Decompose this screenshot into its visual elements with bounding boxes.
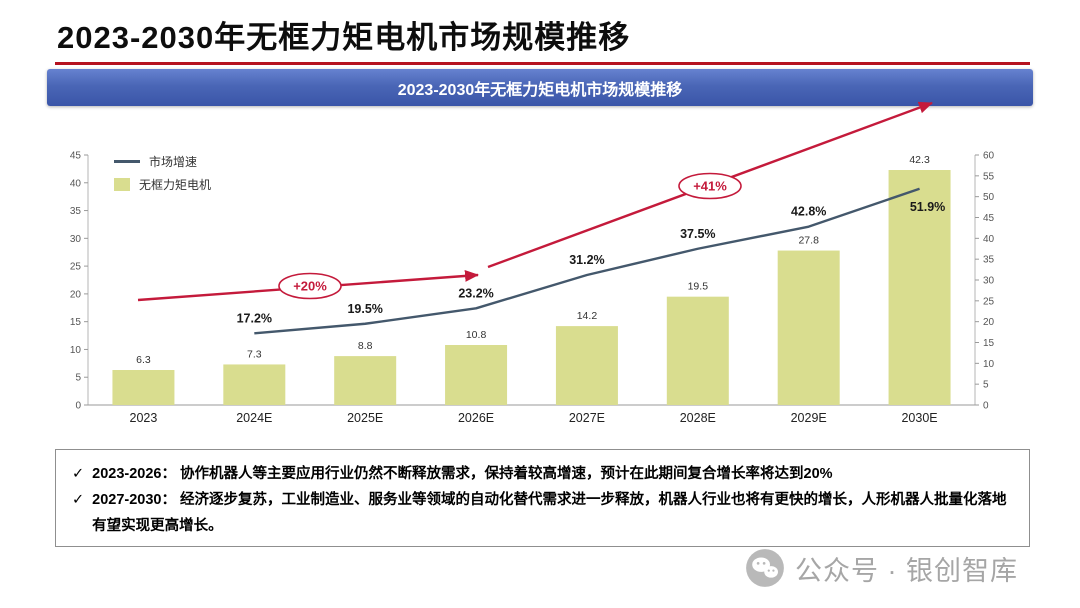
svg-text:6.3: 6.3 [136, 354, 151, 366]
svg-text:8.8: 8.8 [358, 340, 373, 352]
svg-text:2025E: 2025E [347, 411, 383, 425]
svg-text:30: 30 [983, 276, 995, 287]
svg-text:40: 40 [70, 178, 82, 189]
svg-text:20: 20 [983, 317, 995, 328]
banner-title: 2023-2030年无框力矩电机市场规模推移 [397, 81, 683, 99]
notes-panel: ✓ 2023-2026： 协作机器人等主要应用行业仍然不断释放需求，保持着较高增… [55, 449, 1030, 547]
svg-text:27.8: 27.8 [798, 235, 819, 247]
svg-text:10: 10 [983, 359, 995, 370]
svg-text:2026E: 2026E [458, 411, 494, 425]
svg-text:37.5%: 37.5% [680, 227, 715, 241]
legend-label-growth: 市场增速 [149, 155, 198, 169]
svg-text:+20%: +20% [293, 279, 327, 294]
svg-text:10: 10 [70, 345, 82, 356]
note-text: 2027-2030： 经济逐步复苏，工业制造业、服务业等领域的自动化替代需求进一… [92, 492, 1007, 535]
svg-text:45: 45 [983, 213, 995, 224]
page-title: 2023-2030年无框力矩电机市场规模推移 [57, 20, 631, 55]
section-banner: 2023-2030年无框力矩电机市场规模推移 [47, 69, 1033, 106]
check-icon: ✓ [72, 466, 85, 482]
note-item: ✓ 2023-2026： 协作机器人等主要应用行业仍然不断释放需求，保持着较高增… [72, 461, 1013, 487]
svg-text:10.8: 10.8 [466, 329, 487, 341]
svg-text:19.5: 19.5 [688, 281, 709, 293]
check-icon: ✓ [72, 492, 85, 509]
svg-text:35: 35 [983, 255, 995, 266]
watermark-text: 公众号 · 银创智库 [795, 555, 1018, 586]
svg-text:35: 35 [70, 206, 82, 217]
note-text: 2023-2026： 协作机器人等主要应用行业仍然不断释放需求，保持着较高增速，… [92, 466, 833, 482]
svg-text:40: 40 [983, 234, 995, 245]
svg-text:7.3: 7.3 [247, 348, 262, 360]
wechat-icon [746, 549, 784, 587]
svg-text:55: 55 [983, 171, 995, 182]
svg-text:2030E: 2030E [901, 411, 937, 425]
chart-legend: 市场增速 无框力矩电机 [114, 150, 211, 196]
bar-swatch [114, 178, 130, 191]
svg-text:17.2%: 17.2% [237, 311, 272, 325]
legend-item-growth: 市场增速 [114, 150, 211, 173]
svg-text:25: 25 [983, 296, 995, 307]
svg-text:+41%: +41% [693, 179, 727, 194]
svg-text:50: 50 [983, 192, 995, 203]
svg-text:20: 20 [70, 289, 82, 300]
title-underline [55, 62, 1030, 65]
svg-text:25: 25 [70, 262, 82, 273]
svg-text:5: 5 [983, 380, 989, 391]
svg-text:0: 0 [983, 401, 989, 412]
svg-text:30: 30 [70, 234, 82, 245]
watermark: 公众号 · 银创智库 [745, 548, 1018, 588]
svg-text:45: 45 [70, 151, 82, 162]
svg-text:60: 60 [983, 151, 995, 162]
legend-label-motor: 无框力矩电机 [139, 178, 212, 192]
svg-text:2024E: 2024E [236, 411, 272, 425]
svg-text:23.2%: 23.2% [458, 286, 493, 300]
svg-text:0: 0 [75, 401, 81, 412]
legend-item-motor: 无框力矩电机 [114, 173, 211, 196]
svg-text:42.3: 42.3 [909, 154, 930, 166]
svg-text:15: 15 [983, 338, 995, 349]
note-item: ✓ 2027-2030： 经济逐步复苏，工业制造业、服务业等领域的自动化替代需求… [72, 487, 1013, 539]
svg-text:5: 5 [75, 373, 81, 384]
market-size-chart: 0 5 10 15 20 25 30 35 40 45 0 5 10 15 20 25 30 35 40 45 50 55… [70, 101, 995, 425]
svg-text:19.5%: 19.5% [347, 302, 382, 316]
svg-text:51.9%: 51.9% [910, 200, 945, 214]
svg-text:2027E: 2027E [569, 411, 605, 425]
svg-text:2029E: 2029E [791, 411, 827, 425]
svg-text:2023: 2023 [130, 411, 158, 425]
line-swatch [114, 160, 140, 163]
svg-text:2028E: 2028E [680, 411, 716, 425]
svg-text:14.2: 14.2 [577, 310, 598, 322]
svg-text:15: 15 [70, 317, 82, 328]
svg-text:42.8%: 42.8% [791, 205, 826, 219]
svg-text:31.2%: 31.2% [569, 253, 604, 267]
